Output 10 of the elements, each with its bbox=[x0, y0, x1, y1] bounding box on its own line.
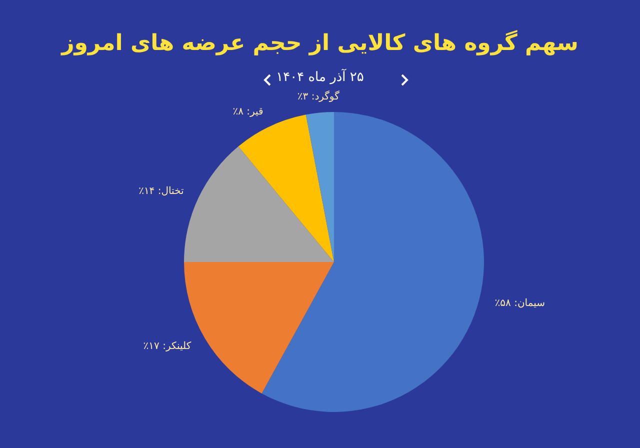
pie-slice bbox=[184, 146, 334, 262]
pie-slice bbox=[306, 112, 334, 262]
slice-label: کلینکر: ۱۷٪ bbox=[143, 341, 192, 352]
slice-label: گوگرد: ۳٪ bbox=[297, 90, 340, 102]
slice-label: سیمان: ۵۸٪ bbox=[494, 298, 546, 310]
chart-subtitle: ۲۵ آذر ماه ۱۴۰۴ bbox=[276, 68, 364, 85]
slice-label: قیر: ۸٪ bbox=[232, 106, 264, 118]
pie-slice bbox=[262, 112, 484, 412]
slice-label: تختال: ۱۴٪ bbox=[138, 186, 184, 198]
chart-title: سهم گروه های کالایی از حجم عرضه های امروز bbox=[60, 29, 578, 56]
